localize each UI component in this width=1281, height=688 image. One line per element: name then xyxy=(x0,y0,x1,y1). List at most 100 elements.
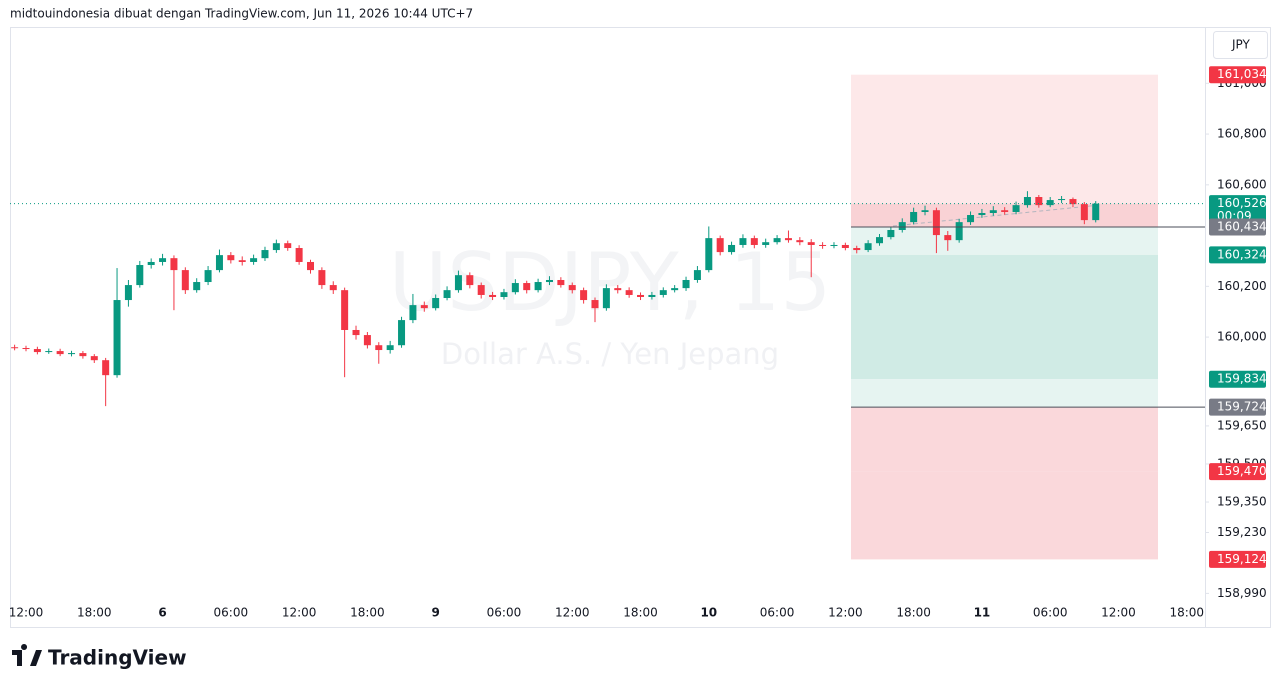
candle-body xyxy=(477,285,485,295)
candle-body xyxy=(363,335,371,346)
candle-body xyxy=(261,250,269,259)
candle-body xyxy=(466,275,474,286)
price-badge xyxy=(1209,66,1266,84)
x-tick-label: 12:00 xyxy=(828,606,863,620)
candle-body xyxy=(352,329,360,336)
position-zones xyxy=(851,74,1158,560)
x-tick-label: 12:00 xyxy=(9,606,44,620)
x-tick-label: 06:00 xyxy=(760,606,795,620)
candle-body xyxy=(625,290,633,295)
candle-body xyxy=(1058,199,1066,201)
candle-body xyxy=(910,211,918,223)
candle-body xyxy=(432,298,440,309)
logo-mark xyxy=(12,644,42,666)
candle-body xyxy=(591,300,599,309)
candle-body xyxy=(1092,203,1100,221)
candle-body xyxy=(580,290,588,301)
watermark-description: Dollar A.S. / Yen Jepang xyxy=(441,337,779,371)
price-badge-label: 160,324 xyxy=(1217,247,1267,261)
candle-body xyxy=(557,279,565,286)
candle-body xyxy=(341,290,349,330)
candle-body xyxy=(705,238,713,271)
watermark-symbol: USDJPY, 15 xyxy=(389,236,832,329)
position-zone xyxy=(851,74,1158,204)
candle-body xyxy=(602,288,610,309)
candle-body xyxy=(11,347,19,349)
x-tick-label: 12:00 xyxy=(282,606,317,620)
logo: TradingView xyxy=(12,644,187,670)
candle-body xyxy=(682,279,690,289)
price-badge xyxy=(1209,218,1266,236)
x-tick-label: 18:00 xyxy=(350,606,385,620)
price-badge-label: 159,724 xyxy=(1217,400,1267,414)
candle-body xyxy=(853,248,861,251)
header-text: midtouindonesia dibuat dengan TradingVie… xyxy=(10,7,473,21)
candle-body xyxy=(102,360,110,376)
candle-body xyxy=(409,305,417,321)
candle-body xyxy=(204,270,212,283)
y-tick-label: 160,200 xyxy=(1217,279,1267,293)
x-tick-label: 9 xyxy=(432,606,440,620)
candle-body xyxy=(90,356,98,361)
price-badge xyxy=(1209,370,1266,388)
candle-body xyxy=(227,255,235,261)
candle-body xyxy=(864,243,872,251)
y-tick-label: 159,230 xyxy=(1217,525,1267,539)
y-tick-label: 158,990 xyxy=(1217,586,1267,600)
price-badge-label: 159,470 xyxy=(1217,464,1267,478)
candle-body xyxy=(443,290,451,299)
x-tick-label: 12:00 xyxy=(1101,606,1136,620)
candle-body xyxy=(523,283,531,291)
candle-body xyxy=(1012,205,1020,212)
price-badge-label: 159,834 xyxy=(1217,372,1267,386)
position-zone xyxy=(851,254,1158,380)
candles xyxy=(11,191,1100,407)
candle-body xyxy=(921,210,929,212)
axes: 12:00 18:00 6 06:00 12:00 18:00 9 06:00 12:00 18:… xyxy=(9,66,1267,620)
x-tick-label: 6 xyxy=(158,606,166,620)
candle-body xyxy=(147,261,155,266)
candle-body xyxy=(1001,210,1009,212)
price-badge xyxy=(1209,398,1266,416)
x-tick-label: 06:00 xyxy=(487,606,522,620)
candle-body xyxy=(978,212,986,216)
x-tick-label: 06:00 xyxy=(1033,606,1068,620)
candle-body xyxy=(22,348,30,350)
currency-label[interactable]: JPY xyxy=(1231,38,1251,52)
candle-body xyxy=(318,270,326,286)
candle-body xyxy=(284,243,292,249)
x-tick-label: 06:00 xyxy=(214,606,249,620)
candle-body xyxy=(819,244,827,246)
candle-body xyxy=(33,349,41,353)
position-zone xyxy=(851,471,1158,560)
candle-body xyxy=(728,244,736,253)
position-zone xyxy=(851,226,1158,255)
candle-body xyxy=(511,283,519,293)
price-badge xyxy=(1209,195,1266,226)
price-badge xyxy=(1209,550,1266,568)
candle-body xyxy=(784,238,792,241)
candle-body xyxy=(534,282,542,291)
candle-body xyxy=(1035,197,1043,206)
candle-body xyxy=(398,320,406,346)
candle-body xyxy=(750,238,758,245)
y-tick-label: 159,650 xyxy=(1217,418,1267,432)
price-badge-label: 160,526 xyxy=(1217,196,1267,210)
position-zone xyxy=(851,407,1158,472)
candle-body xyxy=(1046,200,1054,206)
candle-body xyxy=(762,242,770,245)
currency-button[interactable] xyxy=(1213,31,1268,59)
candle-body xyxy=(45,351,53,353)
candle-body xyxy=(124,285,132,301)
candle-body xyxy=(545,279,553,283)
candle-body xyxy=(295,248,303,262)
logo-text: TradingView xyxy=(48,646,187,670)
candle-body xyxy=(841,244,849,249)
candle-body xyxy=(215,255,223,271)
candle-body xyxy=(887,230,895,238)
price-badge-label: 160,434 xyxy=(1217,219,1267,233)
price-badge-label: 161,034 xyxy=(1217,67,1267,81)
candle-body xyxy=(989,210,997,213)
candle-body xyxy=(830,244,838,246)
